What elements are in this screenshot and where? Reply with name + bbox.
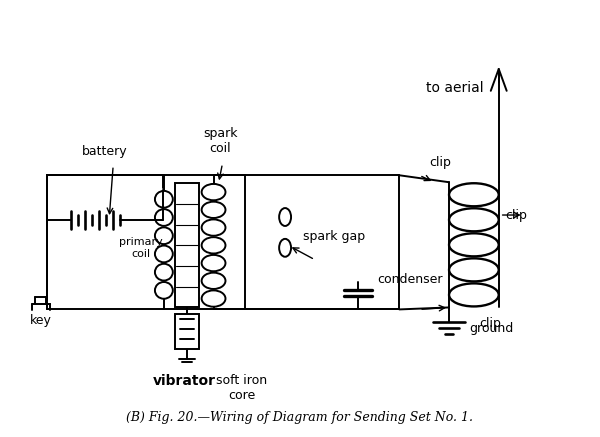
Text: clip: clip: [479, 317, 501, 330]
Text: spark
coil: spark coil: [203, 128, 238, 156]
Text: primary
coil: primary coil: [119, 237, 163, 259]
Text: to aerial: to aerial: [426, 81, 484, 95]
Ellipse shape: [279, 208, 291, 226]
Text: vibrator: vibrator: [153, 374, 216, 388]
Text: condenser: condenser: [377, 273, 443, 286]
Bar: [175, 183, 199, 308]
Text: clip: clip: [506, 208, 527, 222]
Text: clip: clip: [429, 156, 451, 169]
Text: spark gap: spark gap: [303, 230, 365, 243]
Ellipse shape: [279, 239, 291, 257]
Text: battery: battery: [82, 146, 127, 158]
Bar: [175, 314, 199, 349]
Text: soft iron
core: soft iron core: [216, 374, 267, 402]
Text: key: key: [30, 314, 52, 327]
Text: (B) Fig. 20.—Wiring of Diagram for Sending Set No. 1.: (B) Fig. 20.—Wiring of Diagram for Sendi…: [127, 411, 473, 424]
Text: ground: ground: [469, 322, 513, 335]
